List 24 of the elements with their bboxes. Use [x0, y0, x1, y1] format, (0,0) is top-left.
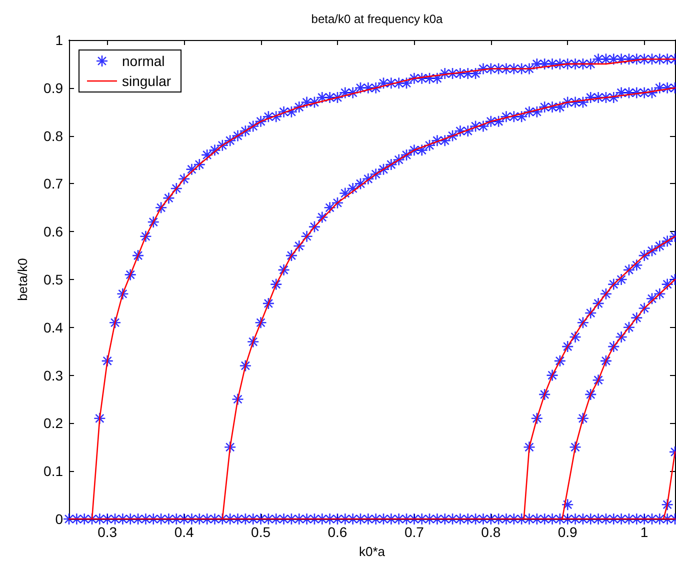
x-tick-label: 1 [640, 524, 648, 540]
y-tick-label: 0.9 [44, 80, 64, 96]
y-tick-label: 0.8 [44, 128, 64, 144]
y-tick-label: 0.6 [44, 224, 64, 240]
x-tick-label: 0.8 [481, 524, 501, 540]
legend-label: singular [122, 73, 172, 89]
x-tick-label: 0.7 [404, 524, 424, 540]
x-tick-label: 0.6 [328, 524, 348, 540]
x-tick-label: 0.5 [251, 524, 271, 540]
y-tick-label: 0.5 [44, 272, 64, 288]
y-tick-label: 1 [55, 32, 64, 48]
y-tick-label: 0.1 [44, 463, 64, 480]
x-tick-label: 0.4 [174, 524, 194, 540]
y-tick-label: 0 [55, 511, 64, 527]
y-axis-title: beta/k0 [15, 258, 30, 301]
chart-title: beta/k0 at frequency k0a [311, 12, 444, 26]
y-tick-label: 0.2 [44, 415, 64, 432]
x-tick-label: 0.3 [98, 524, 118, 540]
y-tick-label: 0.7 [44, 176, 64, 192]
legend-label: normal [122, 53, 165, 69]
x-tick-label: 0.9 [558, 524, 578, 540]
y-tick-label: 0.3 [44, 367, 64, 384]
x-axis-title: k0*a [358, 544, 386, 559]
y-tick-label: 0.4 [44, 319, 64, 336]
